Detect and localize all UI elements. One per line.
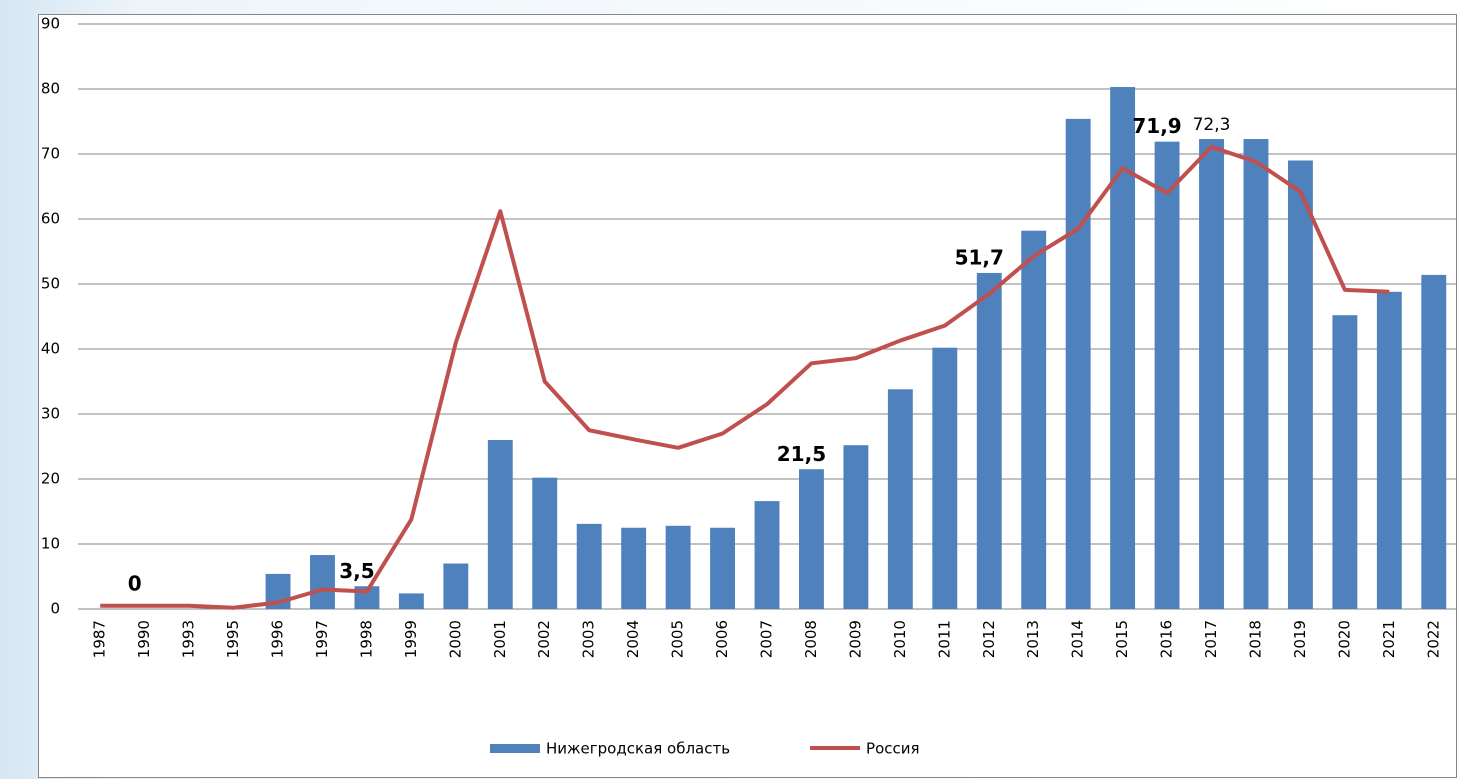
x-tick-label: 2011	[935, 620, 953, 658]
bar	[976, 272, 1002, 609]
legend-label: Нижегродская область	[546, 740, 730, 758]
bar	[1065, 118, 1091, 610]
x-tick-label: 2001	[491, 620, 509, 658]
bar	[487, 440, 513, 609]
x-tick-label: 1990	[135, 620, 153, 658]
data-label: 71,9	[1132, 114, 1181, 138]
bar	[1376, 291, 1402, 609]
x-tick-label: 2015	[1113, 620, 1131, 658]
bar	[1287, 160, 1313, 609]
x-tick-label: 1996	[269, 620, 287, 658]
bar	[887, 389, 913, 609]
bar	[398, 593, 424, 609]
x-tick-label: 2012	[980, 620, 998, 658]
y-tick-label: 80	[41, 80, 60, 98]
x-tick-label: 1987	[91, 620, 109, 658]
x-tick-label: 2007	[758, 620, 776, 658]
bar	[710, 527, 735, 609]
x-tick-label: 2013	[1024, 620, 1042, 658]
bar	[665, 525, 691, 609]
y-tick-label: 50	[41, 275, 60, 293]
bar	[1243, 139, 1269, 610]
x-tick-label: 1997	[313, 620, 331, 658]
bar	[1332, 315, 1358, 609]
bar	[621, 527, 647, 609]
x-tick-label: 2019	[1291, 620, 1309, 658]
x-tick-label: 2005	[669, 620, 687, 658]
x-tick-label: 2010	[891, 620, 909, 658]
x-tick-label: 2014	[1069, 620, 1087, 658]
y-tick-label: 40	[41, 340, 60, 358]
x-tick-label: 2020	[1335, 620, 1353, 658]
x-tick-label: 1995	[224, 620, 242, 658]
x-tick-label: 2000	[446, 620, 464, 658]
line	[100, 144, 1390, 610]
data-label: 72,3	[1193, 115, 1231, 135]
bar	[1421, 274, 1447, 609]
bar	[1021, 230, 1047, 609]
x-tick-label: 2004	[624, 620, 642, 658]
bar	[532, 477, 558, 609]
data-label: 21,5	[777, 442, 826, 466]
x-tick-label: 2018	[1246, 620, 1264, 658]
y-tick-label: 60	[41, 210, 60, 228]
legend-swatch	[490, 744, 540, 753]
x-tick-label: 2003	[580, 620, 598, 658]
bar	[576, 523, 602, 609]
bar	[754, 501, 780, 609]
data-label: 0	[128, 572, 142, 596]
x-tick-label: 2002	[535, 620, 553, 658]
x-tick-label: 1999	[402, 620, 420, 658]
y-tick-label: 10	[41, 535, 60, 553]
y-tick-label: 0	[50, 600, 60, 618]
bar	[799, 469, 824, 609]
bar	[443, 563, 469, 609]
bar	[932, 347, 958, 609]
x-tick-label: 2016	[1158, 620, 1176, 658]
y-tick-label: 70	[41, 145, 60, 163]
x-tick-label: 2022	[1424, 620, 1442, 658]
bar	[1199, 139, 1224, 610]
x-tick-label: 2009	[846, 620, 864, 658]
bar	[1110, 87, 1136, 610]
data-label: 51,7	[955, 245, 1004, 269]
x-tick-label: 2008	[802, 620, 820, 658]
y-tick-label: 30	[41, 405, 60, 423]
x-tick-label: 1998	[357, 620, 375, 658]
bar	[310, 555, 335, 609]
x-tick-label: 2017	[1202, 620, 1220, 658]
y-tick-label: 90	[41, 15, 60, 33]
legend-label: Россия	[866, 740, 920, 758]
data-label: 3,5	[339, 559, 374, 583]
bar	[843, 445, 869, 609]
x-tick-label: 2006	[713, 620, 731, 658]
x-tick-label: 2021	[1380, 620, 1398, 658]
x-tick-label: 1993	[180, 620, 198, 658]
bar	[1154, 141, 1180, 609]
y-tick-label: 20	[41, 470, 60, 488]
